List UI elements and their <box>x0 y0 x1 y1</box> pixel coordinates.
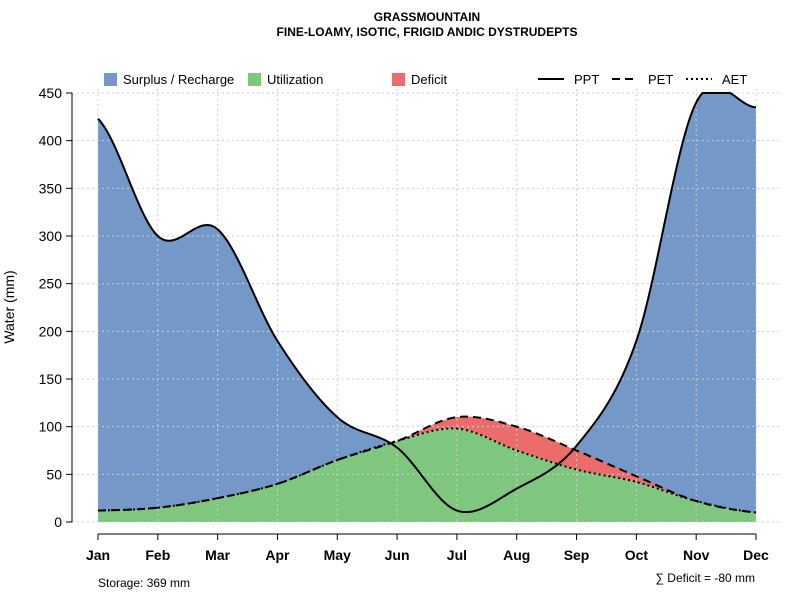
deficit-note: ∑ Deficit = -80 mm <box>655 571 755 585</box>
x-tick-label-sep: Sep <box>564 547 590 563</box>
legend-entry: Utilization <box>267 72 323 87</box>
x-tick-label-apr: Apr <box>265 547 290 563</box>
legend-swatch <box>104 73 117 86</box>
chart-subtitle: FINE-LOAMY, ISOTIC, FRIGID ANDIC DYSTRUD… <box>277 25 578 39</box>
y-tick-label: 450 <box>39 85 63 101</box>
legend-entry: PPT <box>574 72 599 87</box>
fill-areas <box>98 93 756 522</box>
x-tick-label-oct: Oct <box>625 547 649 563</box>
series-lines <box>97 92 757 514</box>
y-tick-label: 400 <box>39 133 63 149</box>
x-tick-label-jul: Jul <box>447 547 467 563</box>
y-axis-label: Water (mm) <box>1 270 17 343</box>
utilization-area <box>98 428 756 522</box>
surplus-recharge-area <box>98 93 756 522</box>
legend-entry: Surplus / Recharge <box>123 72 234 87</box>
x-tick-label-feb: Feb <box>145 547 170 563</box>
chart-title: GRASSMOUNTAIN <box>374 10 480 24</box>
legend-entry: AET <box>722 72 747 87</box>
legend: Surplus / Recharge Utilization Deficit PPT P… <box>104 72 747 87</box>
y-tick-label: 200 <box>39 323 63 339</box>
x-tick-label-nov: Nov <box>683 547 710 563</box>
y-tick-label: 100 <box>39 419 63 435</box>
storage-note: Storage: 369 mm <box>98 576 190 590</box>
x-tick-label-aug: Aug <box>503 547 530 563</box>
y-tick-label: 300 <box>39 228 63 244</box>
y-tick-label: 250 <box>39 276 63 292</box>
y-tick-label: 350 <box>39 180 63 196</box>
y-tick-label: 0 <box>54 514 62 530</box>
x-tick-label-may: May <box>324 547 351 563</box>
axes: 0 50 100 150 200 250 300 350 400 450 Jan Feb Mar Apr M… <box>39 85 769 563</box>
y-tick-label: 50 <box>46 466 62 482</box>
legend-entry: PET <box>648 72 673 87</box>
y-tick-label: 150 <box>39 371 63 387</box>
x-tick-label-jun: Jun <box>385 547 410 563</box>
legend-swatch <box>392 73 405 86</box>
series-line-aet <box>97 427 757 514</box>
x-tick-label-jan: Jan <box>86 547 110 563</box>
legend-entry: Deficit <box>411 72 448 87</box>
x-tick-label-dec: Dec <box>743 547 769 563</box>
legend-swatch <box>248 73 261 86</box>
series-line-ppt <box>97 92 757 514</box>
x-tick-label-mar: Mar <box>205 547 230 563</box>
